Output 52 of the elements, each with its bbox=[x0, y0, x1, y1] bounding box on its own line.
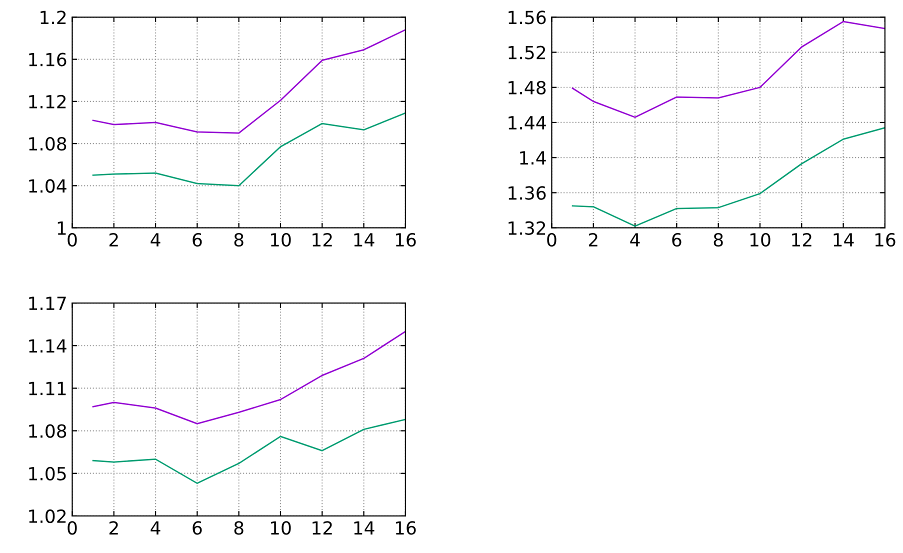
x-tick-label: 6 bbox=[672, 233, 682, 247]
x-tick-label: 0 bbox=[68, 521, 77, 535]
x-tick-label: 2 bbox=[588, 233, 598, 246]
y-tick-label: 1.11 bbox=[29, 382, 66, 396]
y-tick-label: 1.14 bbox=[29, 339, 66, 352]
x-tick-label: 8 bbox=[234, 521, 244, 535]
x-tick-label: 4 bbox=[150, 521, 160, 535]
x-tick-label: 6 bbox=[192, 233, 202, 247]
y-tick-label: 1.08 bbox=[29, 137, 66, 151]
y-tick-label: 1.56 bbox=[508, 10, 546, 24]
x-tick-label: 10 bbox=[270, 233, 291, 247]
y-tick-label: 1.52 bbox=[508, 46, 546, 60]
x-tick-label: 12 bbox=[792, 233, 812, 246]
line-series bbox=[92, 330, 406, 424]
line-series bbox=[92, 418, 406, 484]
x-tick-label: 4 bbox=[630, 233, 640, 246]
x-tick-label: 16 bbox=[396, 521, 416, 535]
x-tick-label: 10 bbox=[270, 521, 291, 535]
y-tick-label: 1.12 bbox=[29, 94, 66, 108]
x-tick-label: 0 bbox=[547, 233, 556, 247]
x-tick-label: 4 bbox=[150, 233, 160, 246]
line-series bbox=[572, 127, 885, 227]
y-tick-label: 1.16 bbox=[29, 52, 66, 66]
y-tick-label: 1.02 bbox=[29, 509, 66, 524]
y-tick-label: 1.05 bbox=[29, 466, 66, 480]
x-tick-label: 16 bbox=[875, 233, 896, 247]
x-tick-label: 2 bbox=[109, 233, 118, 246]
x-tick-label: 2 bbox=[109, 521, 118, 535]
x-tick-label: 14 bbox=[354, 233, 374, 246]
y-tick-label: 1.48 bbox=[508, 80, 546, 94]
y-tick-label: 1.32 bbox=[508, 221, 546, 235]
x-tick-label: 8 bbox=[714, 233, 723, 247]
x-tick-label: 10 bbox=[750, 233, 770, 247]
y-tick-label: 1.4 bbox=[520, 151, 546, 164]
y-tick-label: 1.2 bbox=[40, 10, 66, 24]
y-tick-label: 1.08 bbox=[29, 424, 66, 438]
x-tick-label: 12 bbox=[312, 521, 332, 535]
x-tick-label: 12 bbox=[312, 233, 332, 246]
line-series bbox=[92, 29, 406, 134]
x-tick-label: 14 bbox=[354, 521, 374, 535]
y-tick-label: 1 bbox=[58, 222, 66, 235]
x-tick-label: 16 bbox=[396, 233, 416, 247]
y-tick-label: 1.36 bbox=[508, 186, 546, 200]
line-series bbox=[92, 112, 406, 186]
y-tick-label: 1.44 bbox=[508, 116, 546, 130]
x-tick-label: 6 bbox=[192, 521, 202, 535]
y-tick-label: 1.04 bbox=[29, 179, 66, 193]
y-tick-label: 1.17 bbox=[29, 296, 66, 310]
line-series bbox=[572, 20, 885, 118]
x-tick-label: 14 bbox=[834, 233, 854, 246]
x-tick-label: 0 bbox=[68, 233, 77, 247]
x-tick-label: 8 bbox=[234, 233, 244, 247]
